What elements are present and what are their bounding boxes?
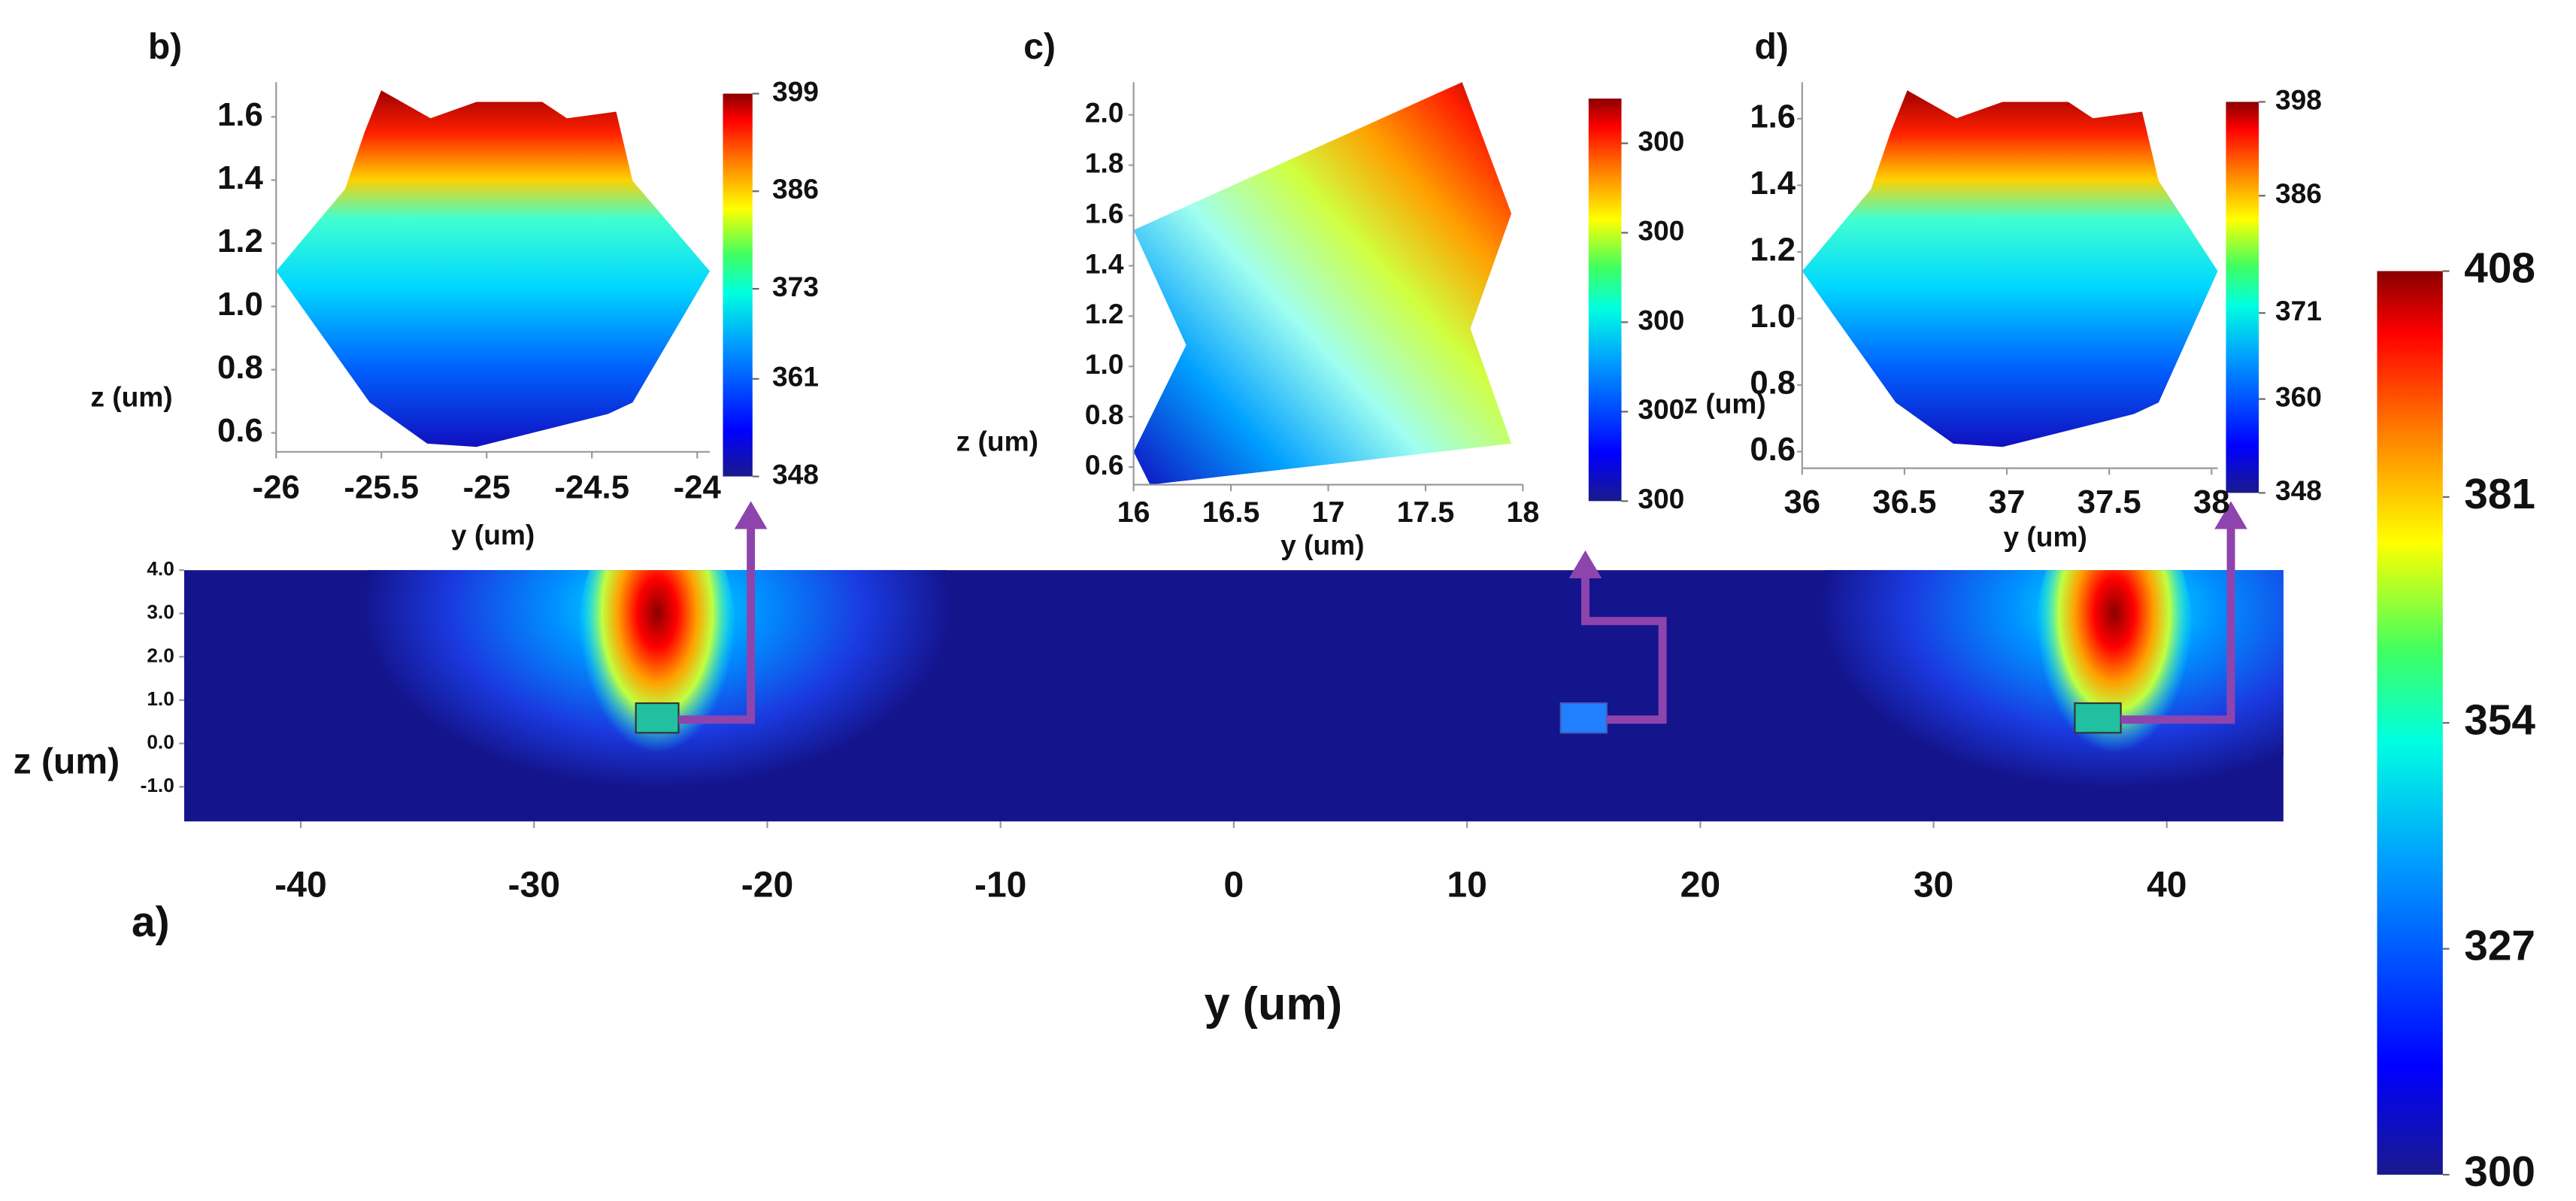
y-tick-label: 2.0: [147, 644, 174, 666]
colorbar-label: 327: [2464, 923, 2535, 970]
x-tick-label: 36.5: [1872, 484, 1936, 520]
x-tick-label: -10: [974, 864, 1026, 905]
colorbar-label: 300: [1638, 125, 1684, 156]
y-tick-label: 3.0: [147, 601, 174, 623]
colorbar-label: 399: [772, 75, 819, 107]
x-tick-label: 17: [1312, 496, 1345, 529]
x-tick-label: 40: [2147, 864, 2187, 905]
x-tick-label: -24.5: [554, 469, 629, 506]
colorbar-label: 300: [1638, 483, 1684, 514]
y-tick-label: 4.0: [147, 557, 174, 580]
y-tick-label: 1.0: [1750, 298, 1796, 335]
x-tick-label: -24: [674, 469, 722, 506]
x-tick-label: -40: [274, 864, 326, 905]
field-d: [1802, 90, 2218, 447]
colorbar-label: 398: [2275, 83, 2322, 115]
x-axis-label: y (um): [2003, 520, 2087, 552]
colorbar-label: 348: [772, 458, 819, 490]
region-box: [635, 702, 680, 734]
y-tick-label: 1.8: [1085, 147, 1124, 178]
panel-label: d): [1754, 26, 1788, 67]
colorbar: [2226, 102, 2259, 493]
colorbar: [723, 93, 753, 477]
x-tick-label: 17.5: [1397, 496, 1455, 529]
x-tick-label: -25.5: [344, 469, 419, 506]
y-axis-label: z (um): [1684, 387, 1766, 419]
arrow-heads: [734, 501, 2247, 579]
colorbar-label: 381: [2464, 471, 2535, 518]
field-a: [183, 570, 2284, 822]
colorbar-label: 348: [2275, 475, 2322, 506]
x-tick-label: 18: [1507, 496, 1540, 529]
y-tick-label: 1.4: [1750, 165, 1796, 202]
x-tick-label: 0: [1224, 864, 1244, 905]
x-tick-label: -20: [741, 864, 793, 905]
y-axis-label: z (um): [14, 742, 120, 782]
colorbar: [2377, 271, 2443, 1175]
colorbar-label: 386: [2275, 177, 2322, 209]
panel-label: a): [132, 899, 170, 946]
arrows: [678, 526, 2235, 724]
panel-label: b): [148, 26, 182, 67]
colorbar-label: 408: [2464, 244, 2535, 292]
y-tick-label: 1.6: [1085, 197, 1124, 229]
colorbar-label: 354: [2464, 696, 2535, 744]
y-tick-label: 1.2: [217, 223, 263, 259]
y-tick-label: 2.0: [1085, 97, 1124, 129]
x-axis-label: y (um): [1205, 978, 1342, 1029]
y-tick-label: 0.6: [217, 412, 263, 449]
colorbar-label: 300: [1638, 214, 1684, 246]
x-tick-label: 37.5: [2077, 484, 2141, 520]
colorbar-label: 373: [772, 271, 819, 302]
y-tick-label: 1.2: [1750, 231, 1796, 268]
x-tick-label: -25: [463, 469, 511, 506]
y-tick-label: 1.0: [217, 286, 263, 323]
y-tick-label: 1.2: [1085, 298, 1124, 329]
y-tick-label: 0.0: [147, 731, 174, 754]
x-tick-label: -30: [508, 864, 560, 905]
x-axis-label: y (um): [1280, 529, 1364, 560]
x-tick-label: 20: [1680, 864, 1720, 905]
x-tick-label: 16: [1117, 496, 1150, 529]
y-axis-label: z (um): [90, 381, 172, 413]
y-tick-label: 1.6: [1750, 98, 1796, 135]
colorbar-label: 361: [772, 361, 819, 393]
x-axis-label: y (um): [451, 519, 535, 550]
region-box: [2074, 702, 2122, 734]
y-axis-label: z (um): [956, 426, 1038, 457]
y-tick-label: 0.8: [1750, 365, 1796, 402]
colorbar: [1588, 99, 1622, 502]
y-tick-label: 1.0: [1085, 348, 1124, 380]
y-tick-label: 1.4: [1085, 247, 1124, 279]
field-c: [1133, 82, 1512, 485]
y-tick-label: 0.6: [1085, 449, 1124, 481]
x-tick-label: 10: [1447, 864, 1487, 905]
y-tick-label: -1.0: [141, 774, 174, 796]
region-box: [1559, 702, 1608, 734]
colorbar-label: 300: [2464, 1148, 2535, 1196]
colorbar-label: 300: [1638, 304, 1684, 335]
y-tick-label: 0.8: [1085, 399, 1124, 430]
colorbar-label: 371: [2275, 295, 2322, 326]
x-tick-label: 38: [2193, 484, 2230, 520]
x-tick-label: 36: [1784, 484, 1820, 520]
x-tick-label: 37: [1989, 484, 2026, 520]
field-b: [276, 90, 710, 447]
x-tick-label: -26: [253, 469, 300, 506]
y-tick-label: 1.6: [217, 96, 263, 133]
y-tick-label: 0.6: [1750, 431, 1796, 468]
colorbar-label: 300: [1638, 393, 1684, 425]
colorbar-label: 386: [772, 173, 819, 205]
x-tick-label: 30: [1914, 864, 1953, 905]
y-tick-label: 1.0: [147, 687, 174, 710]
x-tick-label: 16.5: [1202, 496, 1260, 529]
y-tick-label: 0.8: [217, 349, 263, 386]
colorbar-label: 360: [2275, 381, 2322, 412]
y-tick-label: 1.4: [217, 159, 263, 196]
panel-label: c): [1023, 26, 1056, 67]
